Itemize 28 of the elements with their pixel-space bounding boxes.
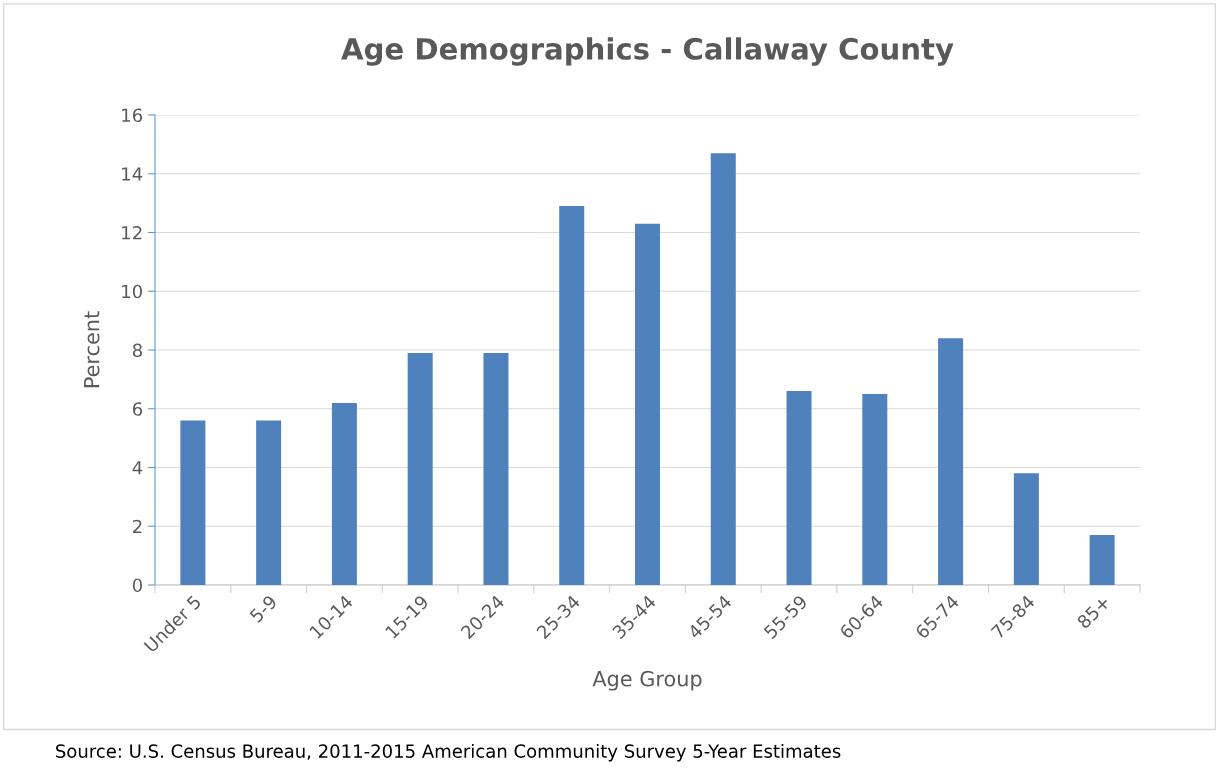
- y-tick-label: 2: [133, 519, 142, 534]
- bar: [786, 391, 812, 585]
- bar: [1013, 473, 1039, 585]
- y-tick-label: 16: [122, 108, 143, 123]
- source-note: Source: U.S. Census Bureau, 2011-2015 American Community Survey 5-Year Estimates: [56, 743, 841, 762]
- y-tick-label: 12: [122, 225, 142, 240]
- bar: [483, 352, 509, 585]
- x-tick-label: 85+: [1076, 594, 1111, 630]
- bar: [862, 394, 888, 585]
- x-tick-label: 5-9: [249, 594, 278, 624]
- y-axis-title: Percent: [84, 311, 100, 388]
- y-tick-label: 0: [132, 578, 142, 593]
- y-tick-label: 10: [122, 284, 142, 299]
- x-axis-title: Age Group: [592, 670, 702, 691]
- bar: [256, 420, 282, 585]
- bar: [331, 402, 357, 585]
- bar: [559, 206, 585, 585]
- y-tick-label: 8: [132, 343, 142, 358]
- bar: [1089, 535, 1115, 585]
- bar: [710, 153, 736, 585]
- bar: [180, 420, 206, 585]
- y-tick-label: 14: [122, 167, 143, 181]
- bar: [407, 352, 433, 585]
- y-tick-label: 6: [132, 402, 143, 416]
- bar: [635, 223, 660, 585]
- y-tick-label: 4: [132, 461, 143, 475]
- bar: [938, 338, 964, 585]
- chart-title: Age Demographics - Callaway County: [341, 37, 954, 66]
